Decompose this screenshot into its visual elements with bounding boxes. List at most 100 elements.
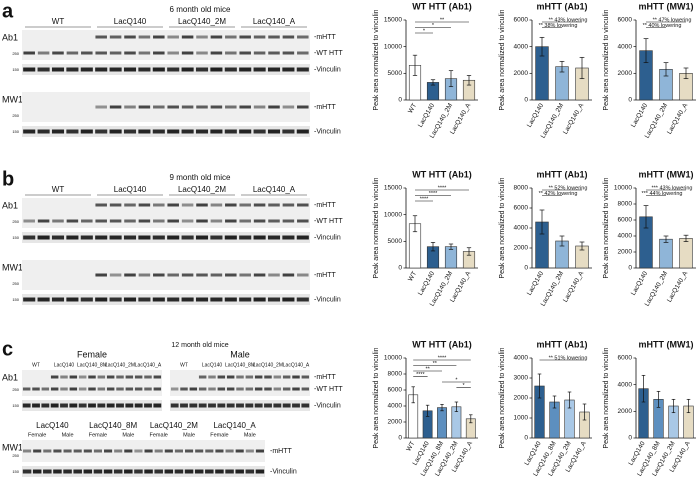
band bbox=[181, 297, 194, 302]
band bbox=[189, 403, 198, 408]
band bbox=[254, 375, 263, 379]
band bbox=[73, 469, 82, 474]
y-tick-label: 2000 bbox=[514, 70, 529, 77]
band bbox=[282, 297, 295, 302]
band bbox=[138, 35, 151, 39]
y-tick-label: 4000 bbox=[514, 225, 529, 232]
band bbox=[236, 403, 244, 408]
chart-title: mHTT (MW1) bbox=[639, 339, 694, 349]
band bbox=[225, 219, 237, 223]
antibody-label: MW1 bbox=[2, 94, 23, 104]
significance-label: * bbox=[423, 28, 426, 34]
band bbox=[297, 35, 309, 39]
group-label: LacQ140_2M bbox=[253, 362, 283, 368]
band bbox=[22, 387, 31, 391]
band bbox=[81, 51, 93, 55]
band bbox=[138, 273, 151, 277]
band bbox=[239, 203, 251, 207]
significance-label: *** 43% lowering bbox=[652, 185, 693, 191]
band bbox=[153, 219, 165, 223]
band bbox=[273, 387, 282, 391]
band bbox=[217, 403, 226, 408]
band bbox=[253, 105, 266, 109]
band bbox=[253, 297, 266, 302]
band bbox=[32, 469, 42, 474]
band bbox=[81, 219, 93, 223]
panel-letter: b bbox=[2, 168, 14, 190]
band bbox=[66, 235, 79, 240]
band bbox=[254, 403, 263, 408]
y-tick-label: 2000 bbox=[514, 245, 529, 252]
band bbox=[138, 297, 151, 302]
band bbox=[226, 387, 235, 391]
significance-label: ** 51% lowering bbox=[549, 355, 588, 361]
band bbox=[215, 449, 224, 453]
band bbox=[195, 297, 209, 302]
y-tick-label: 10000 bbox=[614, 185, 632, 192]
band bbox=[239, 219, 251, 223]
band bbox=[138, 235, 151, 240]
band bbox=[134, 375, 143, 379]
band bbox=[264, 387, 272, 391]
band bbox=[138, 105, 151, 109]
band bbox=[167, 235, 180, 240]
band bbox=[181, 235, 194, 240]
band bbox=[88, 403, 96, 408]
band bbox=[282, 273, 295, 277]
band bbox=[123, 129, 137, 134]
y-axis-label: Peak area normalized to vinculin bbox=[603, 9, 610, 110]
y-tick-label: 0 bbox=[398, 97, 402, 104]
band-label: -Vinculin bbox=[314, 128, 341, 135]
y-axis-label: Peak area normalized to vinculin bbox=[603, 177, 610, 278]
mw-marker: 150 bbox=[12, 469, 19, 474]
significance-label: * bbox=[463, 383, 466, 389]
band bbox=[106, 403, 115, 408]
band bbox=[69, 403, 78, 408]
band bbox=[83, 449, 92, 453]
band bbox=[138, 203, 151, 207]
significance-label: ** bbox=[433, 361, 438, 367]
chart-title: mHTT (Ab1) bbox=[537, 169, 588, 179]
band bbox=[236, 387, 244, 391]
band bbox=[253, 203, 266, 207]
band bbox=[22, 469, 32, 474]
band bbox=[210, 67, 223, 72]
band bbox=[268, 105, 280, 109]
band bbox=[268, 35, 280, 39]
band bbox=[124, 449, 133, 453]
section-label: Female bbox=[77, 349, 107, 359]
band bbox=[66, 129, 79, 134]
band bbox=[134, 387, 143, 391]
blot-background bbox=[22, 260, 310, 290]
band bbox=[167, 67, 180, 72]
band bbox=[88, 387, 96, 391]
band bbox=[210, 219, 223, 223]
group-label: LacQ140_2M bbox=[150, 421, 198, 430]
band bbox=[181, 219, 194, 223]
chart-title: mHTT (MW1) bbox=[639, 1, 694, 11]
band bbox=[144, 375, 152, 379]
chart-title: mHTT (Ab1) bbox=[537, 1, 588, 11]
band bbox=[69, 375, 78, 379]
band bbox=[292, 387, 300, 391]
band bbox=[123, 235, 137, 240]
band bbox=[236, 375, 244, 379]
band bbox=[194, 469, 204, 474]
group-label: LacQ140_2M bbox=[105, 362, 135, 368]
bar bbox=[444, 246, 458, 269]
band-label: -WT HTT bbox=[314, 386, 343, 393]
band bbox=[282, 105, 295, 109]
band bbox=[37, 129, 50, 134]
band bbox=[37, 297, 50, 302]
band bbox=[123, 297, 137, 302]
y-tick-label: 3000 bbox=[514, 375, 529, 382]
band bbox=[253, 219, 266, 223]
band bbox=[83, 469, 93, 474]
band bbox=[208, 387, 216, 391]
band bbox=[210, 273, 223, 277]
band bbox=[153, 51, 165, 55]
band bbox=[225, 273, 237, 277]
band bbox=[167, 129, 180, 134]
band bbox=[95, 203, 107, 207]
band-label: -mHTT bbox=[314, 202, 336, 209]
